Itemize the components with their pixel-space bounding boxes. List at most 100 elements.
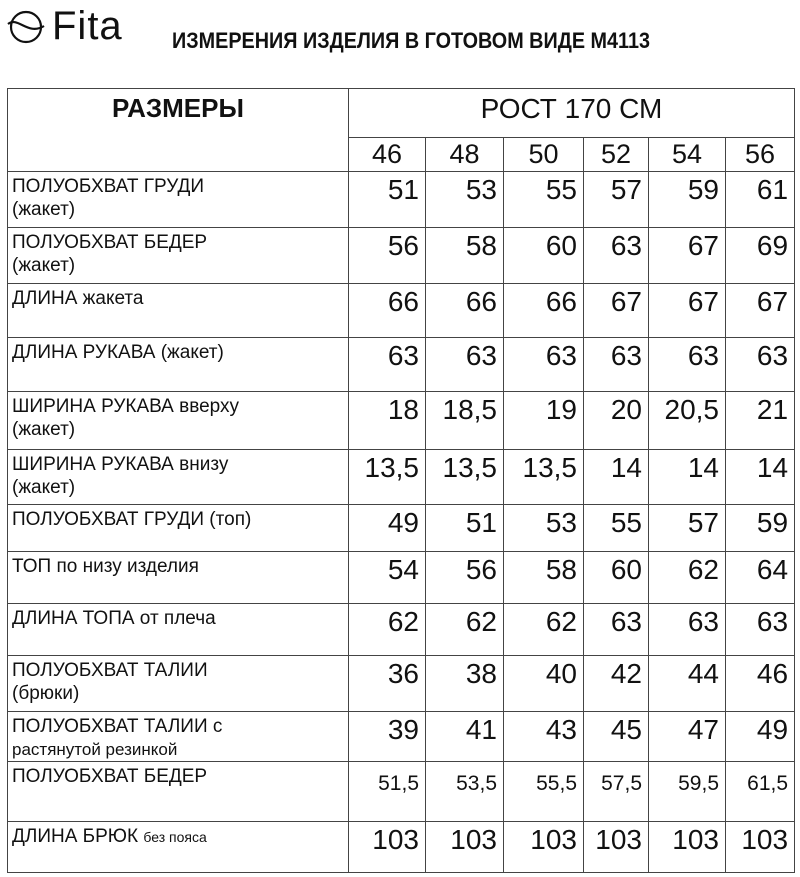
value-cell: 14 [583, 449, 649, 505]
row-label-main: ПОЛУОБХВАТ ГРУДИ [12, 176, 205, 197]
size-header-cell: 50 [503, 137, 584, 172]
size-header-cell: 46 [348, 137, 426, 172]
table-row: ДЛИНА РУКАВА (жакет) 63 63 63 63 63 63 [7, 337, 796, 392]
row-label-sub: (жакет) [12, 477, 76, 498]
value-cell: 103 [348, 821, 426, 873]
value-cell: 63 [648, 337, 726, 392]
value-cell: 20,5 [648, 391, 726, 450]
value-cell: 103 [583, 821, 649, 873]
row-label: ДЛИНА ТОПА от плеча [7, 603, 349, 656]
value-cell: 54 [348, 551, 426, 604]
value-cell: 67 [648, 227, 726, 284]
value-cell: 62 [648, 551, 726, 604]
value-cell: 46 [724, 655, 796, 712]
table-row: ШИРИНА РУКАВА вверху (жакет) 18 18,5 19 20 20,… [7, 391, 796, 450]
size-header-cell: 52 [583, 137, 649, 172]
size-header-cell: 54 [648, 137, 726, 172]
value-cell: 63 [724, 337, 796, 392]
value-cell: 45 [583, 711, 649, 762]
value-cell: 47 [648, 711, 726, 762]
page-title: ИЗМЕРЕНИЯ ИЗДЕЛИЯ В ГОТОВОМ ВИДЕ М4113 [172, 28, 650, 53]
value-cell: 53 [425, 171, 504, 228]
table-row: ДЛИНА ТОПА от плеча 62 62 62 63 63 63 [7, 603, 796, 656]
value-cell: 49 [724, 711, 796, 762]
fita-logo-icon [7, 10, 45, 44]
value-cell: 66 [425, 283, 504, 338]
value-cell: 14 [648, 449, 726, 505]
value-cell: 63 [503, 337, 584, 392]
value-cell: 13,5 [425, 449, 504, 505]
brand-logo: Fita [6, 6, 123, 46]
row-label-main: ПОЛУОБХВАТ ТАЛИИ [12, 660, 208, 681]
value-cell: 53,5 [425, 761, 504, 822]
value-cell: 43 [503, 711, 584, 762]
row-label-main: ПОЛУОБХВАТ ТАЛИИ с [12, 716, 223, 737]
row-label-main: ШИРИНА РУКАВА вверху [12, 396, 240, 417]
value-cell: 19 [503, 391, 584, 450]
value-cell: 58 [425, 227, 504, 284]
row-label: ПОЛУОБХВАТ ТАЛИИ (брюки) [7, 655, 349, 712]
row-label-main: ПОЛУОБХВАТ БЕДЕР [12, 232, 208, 253]
table-row: ПОЛУОБХВАТ БЕДЕР 51,5 53,5 55,5 57,5 59,5 61,5 [7, 761, 796, 822]
value-cell: 103 [724, 821, 796, 873]
value-cell: 13,5 [348, 449, 426, 505]
value-cell: 64 [724, 551, 796, 604]
table-row: ШИРИНА РУКАВА внизу (жакет) 13,5 13,5 13,5 14… [7, 449, 796, 505]
table-row: ПОЛУОБХВАТ БЕДЕР (жакет) 56 58 60 63 67 69 [7, 227, 796, 284]
row-label: ПОЛУОБХВАТ ГРУДИ (топ) [7, 504, 349, 552]
row-label: ПОЛУОБХВАТ ГРУДИ (жакет) [7, 171, 349, 228]
value-cell: 14 [724, 449, 796, 505]
value-cell: 67 [724, 283, 796, 338]
value-cell: 67 [583, 283, 649, 338]
value-cell: 103 [425, 821, 504, 873]
value-cell: 51 [425, 504, 504, 552]
value-cell: 38 [425, 655, 504, 712]
value-cell: 61 [724, 171, 796, 228]
value-cell: 62 [348, 603, 426, 656]
measurements-table: РАЗМЕРЫ РОСТ 170 СМ 46 48 50 52 54 56 ПОЛУОБХ… [7, 88, 796, 873]
row-label: ШИРИНА РУКАВА вверху (жакет) [7, 391, 349, 450]
value-cell: 55 [583, 504, 649, 552]
value-cell: 13,5 [503, 449, 584, 505]
value-cell: 59 [648, 171, 726, 228]
row-label: ДЛИНА РУКАВА (жакет) [7, 337, 349, 392]
value-cell: 55 [503, 171, 584, 228]
value-cell: 60 [503, 227, 584, 284]
row-label-sub: (жакет) [12, 419, 76, 440]
row-label: ТОП по низу изделия [7, 551, 349, 604]
value-cell: 57 [583, 171, 649, 228]
row-label-main: ШИРИНА РУКАВА внизу [12, 454, 229, 475]
value-cell: 59,5 [648, 761, 726, 822]
value-cell: 63 [648, 603, 726, 656]
value-cell: 53 [503, 504, 584, 552]
row-label-main: ПОЛУОБХВАТ ГРУДИ (топ) [12, 509, 252, 530]
row-label-sub: без пояса [143, 829, 207, 845]
value-cell: 49 [348, 504, 426, 552]
value-cell: 69 [724, 227, 796, 284]
sizes-header: РАЗМЕРЫ [7, 88, 349, 172]
value-cell: 20 [583, 391, 649, 450]
value-cell: 57,5 [583, 761, 649, 822]
row-label-main: ДЛИНА жакета [12, 288, 144, 309]
value-cell: 51,5 [348, 761, 426, 822]
row-label-main: ДЛИНА ТОПА от плеча [12, 608, 216, 629]
row-label: ШИРИНА РУКАВА внизу (жакет) [7, 449, 349, 505]
value-cell: 51 [348, 171, 426, 228]
row-label-main: ДЛИНА РУКАВА (жакет) [12, 342, 224, 363]
row-label-main: ТОП по низу изделия [12, 556, 199, 577]
row-label: ПОЛУОБХВАТ БЕДЕР (жакет) [7, 227, 349, 284]
value-cell: 56 [348, 227, 426, 284]
value-cell: 63 [583, 337, 649, 392]
size-header-cell: 56 [724, 137, 796, 172]
row-label-sub: (брюки) [12, 683, 80, 704]
value-cell: 61,5 [724, 761, 796, 822]
size-header-cell: 48 [425, 137, 504, 172]
value-cell: 41 [425, 711, 504, 762]
value-cell: 66 [348, 283, 426, 338]
row-label-main: ДЛИНА БРЮК [12, 826, 139, 847]
row-label: ПОЛУОБХВАТ БЕДЕР [7, 761, 349, 822]
value-cell: 63 [724, 603, 796, 656]
row-label: ДЛИНА БРЮК без пояса [7, 821, 349, 873]
value-cell: 62 [503, 603, 584, 656]
row-label-main: ПОЛУОБХВАТ БЕДЕР [12, 766, 208, 787]
